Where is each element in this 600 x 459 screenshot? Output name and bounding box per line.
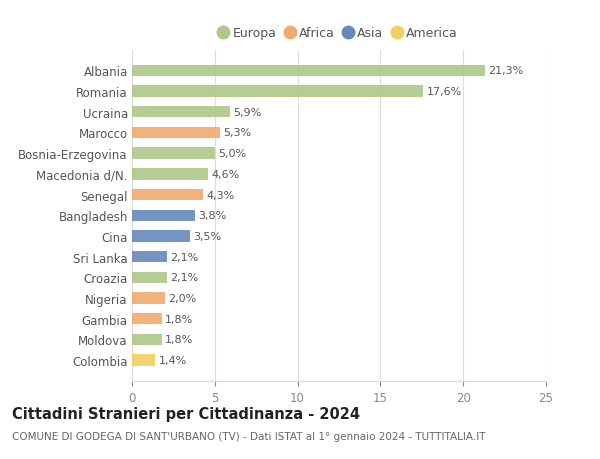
Text: 2,1%: 2,1% xyxy=(170,273,199,283)
Text: 1,4%: 1,4% xyxy=(158,355,187,365)
Bar xyxy=(132,86,424,97)
Bar xyxy=(132,355,155,366)
Bar xyxy=(132,210,195,221)
Text: 3,5%: 3,5% xyxy=(193,231,221,241)
Bar xyxy=(132,252,167,263)
Bar xyxy=(132,272,167,283)
Bar xyxy=(132,334,162,345)
Bar xyxy=(132,231,190,242)
Legend: Europa, Africa, Asia, America: Europa, Africa, Asia, America xyxy=(217,24,461,44)
Bar xyxy=(132,169,208,180)
Bar xyxy=(132,293,165,304)
Text: 4,6%: 4,6% xyxy=(211,169,240,179)
Text: Cittadini Stranieri per Cittadinanza - 2024: Cittadini Stranieri per Cittadinanza - 2… xyxy=(12,406,360,421)
Text: 1,8%: 1,8% xyxy=(165,314,193,324)
Text: 1,8%: 1,8% xyxy=(165,335,193,345)
Text: 2,0%: 2,0% xyxy=(169,293,197,303)
Bar xyxy=(132,190,203,201)
Bar xyxy=(132,66,485,77)
Bar xyxy=(132,148,215,159)
Text: 5,9%: 5,9% xyxy=(233,107,261,118)
Text: 2,1%: 2,1% xyxy=(170,252,199,262)
Bar xyxy=(132,107,230,118)
Text: COMUNE DI GODEGA DI SANT'URBANO (TV) - Dati ISTAT al 1° gennaio 2024 - TUTTITALI: COMUNE DI GODEGA DI SANT'URBANO (TV) - D… xyxy=(12,431,485,442)
Bar xyxy=(132,128,220,139)
Text: 5,0%: 5,0% xyxy=(218,149,246,159)
Text: 17,6%: 17,6% xyxy=(427,87,462,97)
Text: 4,3%: 4,3% xyxy=(206,190,235,200)
Text: 5,3%: 5,3% xyxy=(223,128,251,138)
Text: 21,3%: 21,3% xyxy=(488,66,523,76)
Text: 3,8%: 3,8% xyxy=(198,211,226,221)
Bar xyxy=(132,313,162,325)
